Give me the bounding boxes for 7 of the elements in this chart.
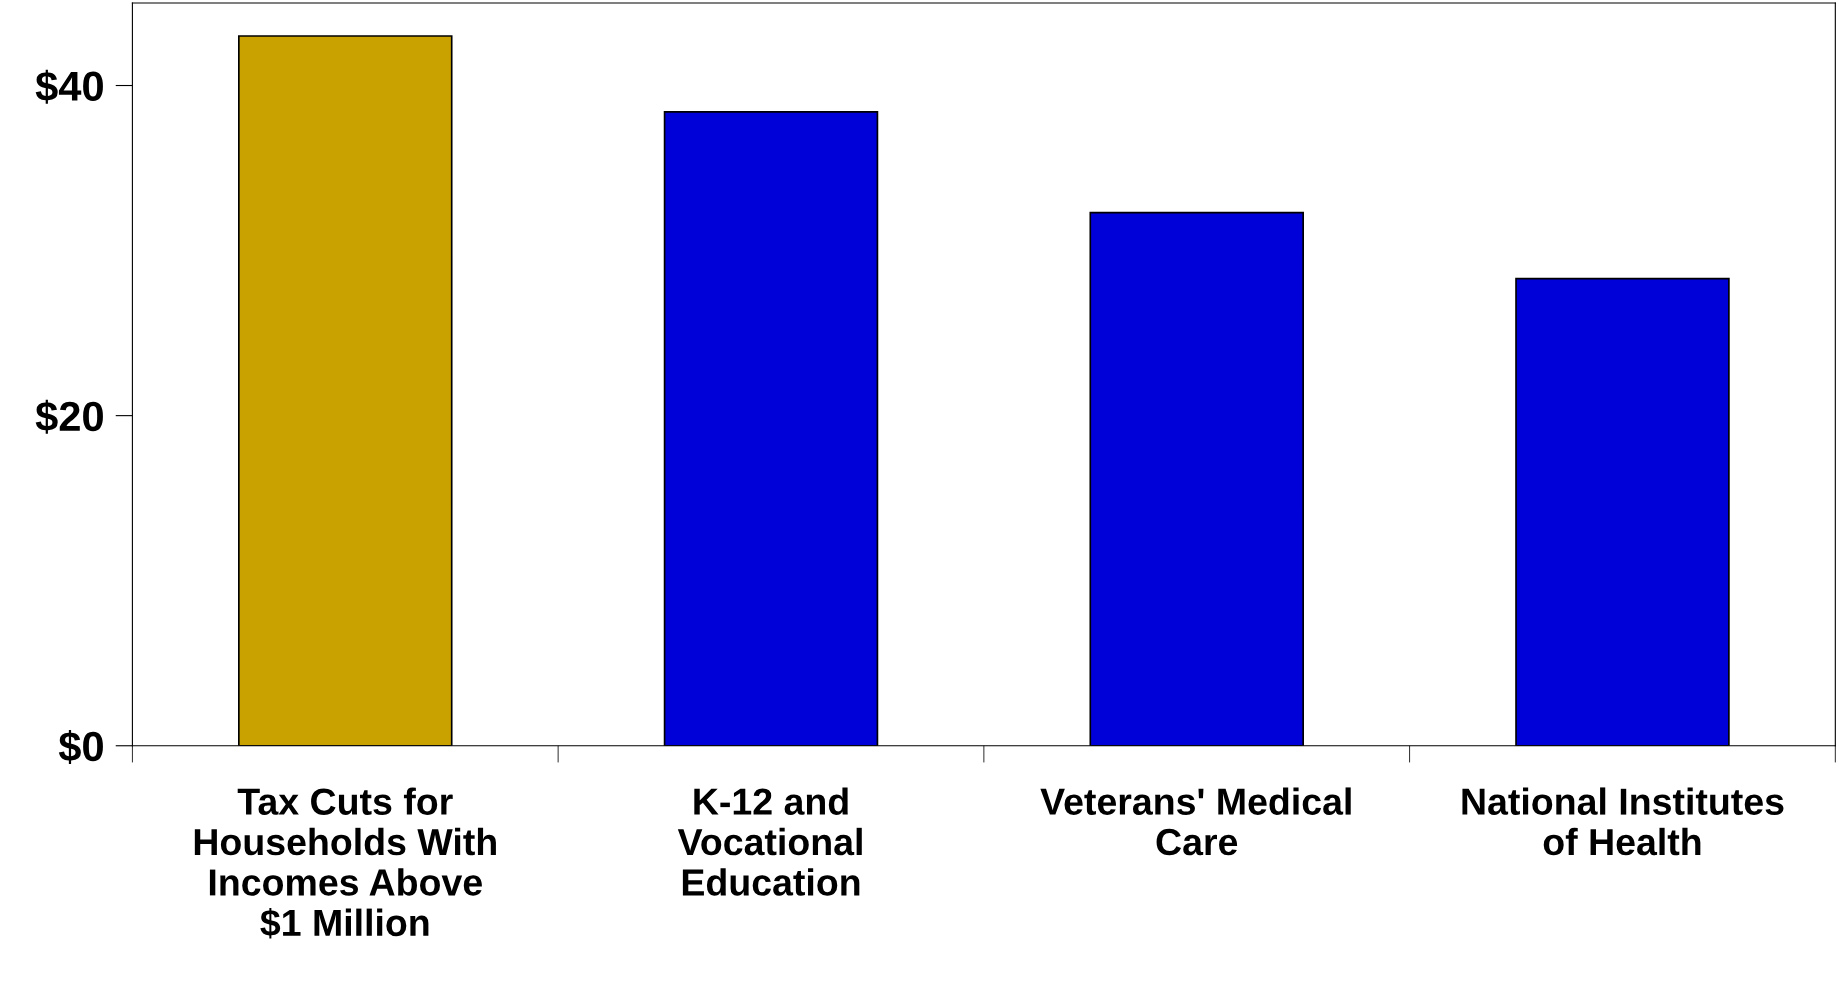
x-tick-label: Veterans' Medical Care xyxy=(1040,787,1351,856)
x-tick-label: Tax Cuts for Households With Incomes Above $1 Million xyxy=(194,787,496,939)
y-tick-label: $20 xyxy=(35,399,103,434)
x-tick-label: National Institutes of Health xyxy=(1462,787,1784,856)
y-tick-label: $40 xyxy=(35,69,103,104)
y-tick-label: $0 xyxy=(58,729,103,764)
x-tick-label: K-12 and Vocational Education xyxy=(677,787,862,896)
